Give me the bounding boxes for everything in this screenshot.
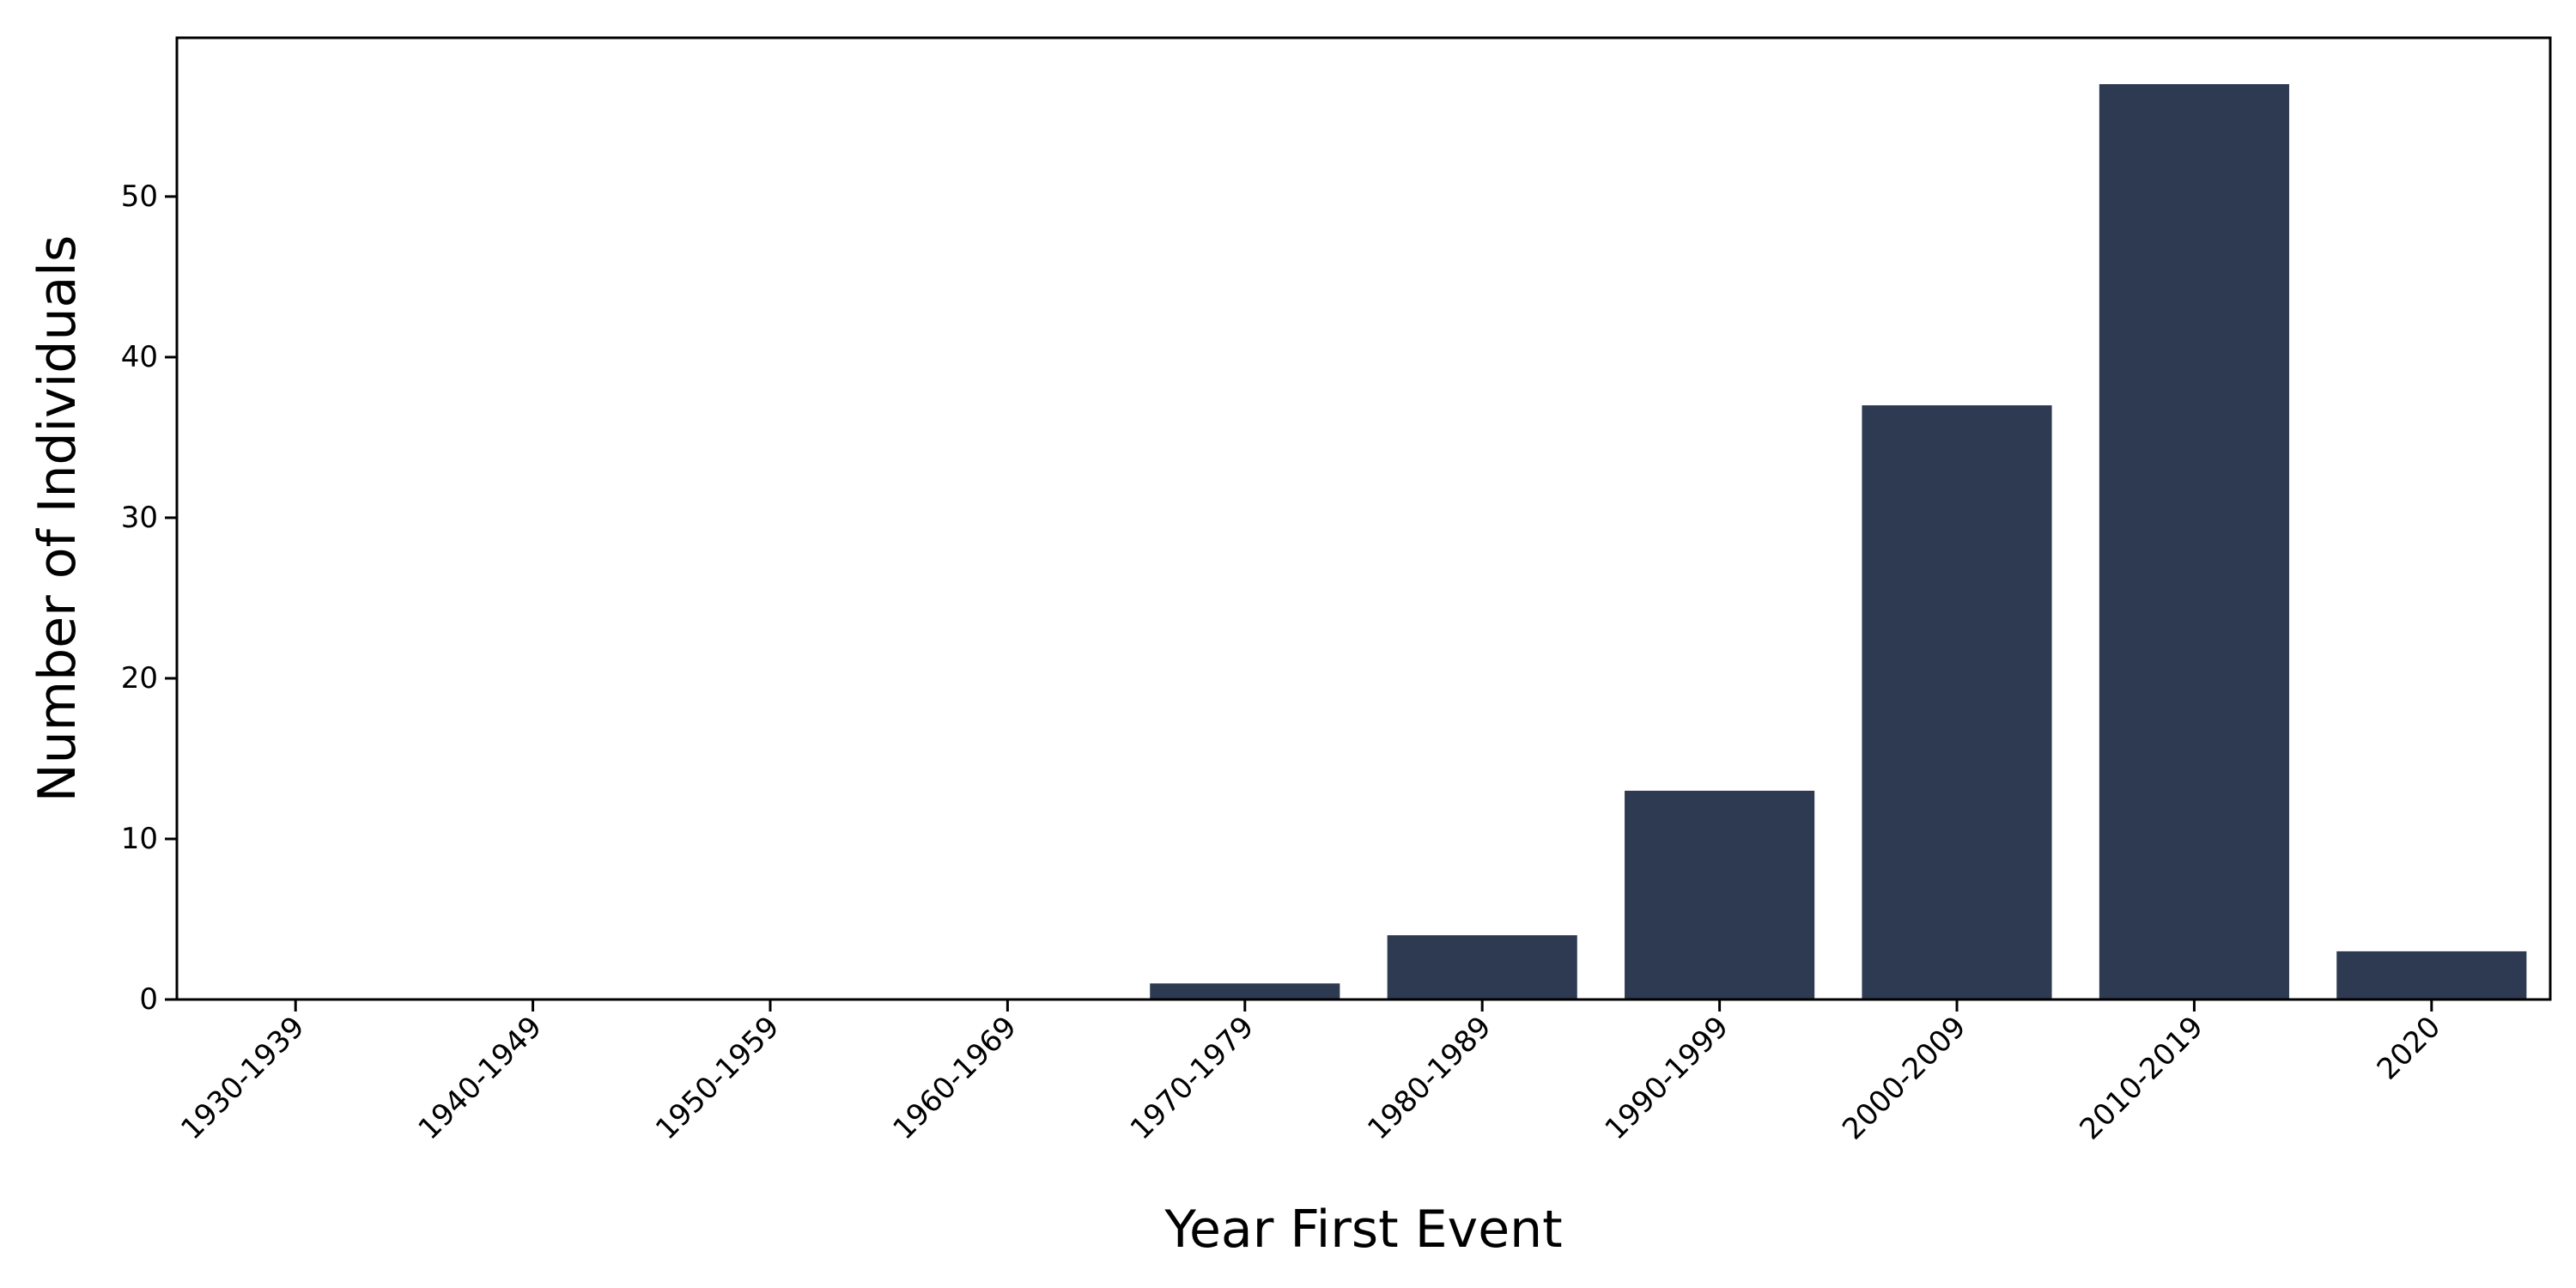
x-axis-label: Year First Event (1163, 1200, 1562, 1260)
bar-2010-2019 (2099, 84, 2289, 999)
x-tick-label: 1940-1949 (412, 1010, 549, 1146)
y-tick-label: 50 (121, 179, 158, 214)
bar-2020 (2336, 951, 2527, 999)
x-axis: 1930-1939 1940-1949 1950-1959 1960-1969 1970… (174, 999, 2447, 1146)
x-tick-label: 1930-1939 (174, 1010, 311, 1146)
bar-1990-1999 (1625, 790, 1815, 999)
bar-2000-2009 (1862, 405, 2052, 999)
x-tick-label: 2000-2009 (1836, 1010, 1972, 1146)
bar-1970-1979 (1150, 983, 1340, 999)
y-axis-label: Number of Individuals (27, 235, 88, 802)
y-axis: 0 10 20 30 40 50 (121, 179, 177, 1017)
y-tick-label: 10 (121, 822, 158, 856)
x-tick-label: 1980-1989 (1361, 1010, 1498, 1146)
x-tick-label: 1970-1979 (1124, 1010, 1261, 1146)
x-tick-label: 1960-1969 (886, 1010, 1023, 1146)
bars (1150, 84, 2527, 999)
x-tick-label: 2010-2019 (2073, 1010, 2209, 1146)
y-tick-label: 30 (121, 501, 158, 535)
y-tick-label: 20 (121, 661, 158, 696)
y-tick-label: 0 (139, 982, 158, 1017)
x-tick-label: 1990-1999 (1599, 1010, 1735, 1146)
y-tick-label: 40 (121, 340, 158, 374)
bar-1980-1989 (1387, 935, 1577, 999)
x-tick-label: 1950-1959 (649, 1010, 786, 1146)
x-tick-label: 2020 (2371, 1010, 2447, 1086)
